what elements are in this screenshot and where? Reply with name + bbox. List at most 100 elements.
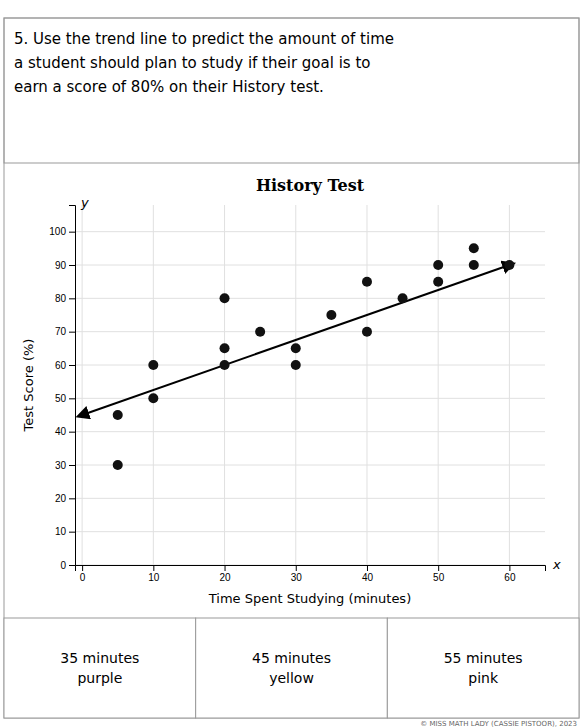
y-axis: 0 10 20 30 40 50 60 70 80 90 100 <box>49 206 75 571</box>
grid-line <box>224 205 225 565</box>
y-tick: 50 <box>55 393 75 404</box>
tick-label: 40 <box>362 572 374 583</box>
grid-line <box>295 205 296 565</box>
grid-line <box>82 205 83 565</box>
y-tick: 40 <box>55 426 75 437</box>
x-tick: 60 <box>504 565 516 583</box>
card <box>4 18 579 718</box>
tick-label: 10 <box>148 572 160 583</box>
x-axis-title: Time Spent Studying (minutes) <box>208 591 411 606</box>
x-tick: 10 <box>148 565 160 583</box>
point <box>504 260 514 270</box>
answer-box <box>196 618 388 718</box>
question-box <box>4 18 579 163</box>
tick-label: 30 <box>55 460 67 471</box>
point <box>362 277 372 287</box>
tick-mark <box>509 565 510 571</box>
tick-label: 10 <box>55 526 67 537</box>
tick-mark <box>69 465 75 466</box>
grid-line <box>75 231 545 232</box>
y-tick: 90 <box>55 260 75 271</box>
answer-option: 45 minutesyellow <box>252 650 331 686</box>
grid-line <box>153 205 154 565</box>
tick-label: 80 <box>55 293 67 304</box>
tick-label: 60 <box>55 360 67 371</box>
point <box>433 277 443 287</box>
tick-mark <box>69 265 75 266</box>
grid-line <box>366 205 367 565</box>
point <box>148 360 158 370</box>
answer-box <box>387 618 579 718</box>
point <box>220 343 230 353</box>
grid-line <box>75 298 545 299</box>
plot-area <box>82 243 514 470</box>
y-axis-title: Test Score (%) <box>21 339 36 433</box>
point <box>255 327 265 337</box>
title: History Test <box>256 176 365 195</box>
y-tick: 80 <box>55 293 75 304</box>
annotation: y <box>80 195 89 210</box>
tick-mark <box>69 365 75 366</box>
tick-mark <box>69 432 75 433</box>
point <box>113 460 123 470</box>
x-tick: 50 <box>433 565 445 583</box>
question: 5. Use the trend line to predict the amo… <box>14 30 394 96</box>
tick-label: 70 <box>55 326 67 337</box>
tick-mark <box>69 232 75 233</box>
tick-label: 100 <box>49 226 66 237</box>
tick-mark <box>69 498 75 499</box>
y-tick: 20 <box>55 493 75 504</box>
y-tick: 30 <box>55 460 75 471</box>
answer-option: 35 minutespurple <box>60 650 139 686</box>
copyright: © MISS MATH LADY (CASSIE PISTOOR), 2023 <box>420 720 577 728</box>
grid-line <box>509 205 510 565</box>
tick-label: 0 <box>60 560 66 571</box>
tick-label: 90 <box>55 260 67 271</box>
tick-label: 60 <box>504 572 516 583</box>
point <box>220 360 230 370</box>
tick-mark <box>296 565 297 571</box>
x-tick: 20 <box>219 565 231 583</box>
tick-mark <box>153 565 154 571</box>
tick-label: 0 <box>80 572 86 583</box>
tick-mark <box>367 565 368 571</box>
tick-mark <box>69 532 75 533</box>
grid-line <box>75 531 545 532</box>
grid-line <box>75 331 545 332</box>
point <box>291 343 301 353</box>
y-tick: 70 <box>55 326 75 337</box>
tick-mark <box>438 565 439 571</box>
grid-line <box>75 465 545 466</box>
y-tick: 10 <box>55 526 75 537</box>
tick-label: 30 <box>291 572 303 583</box>
tick-label: 20 <box>219 572 231 583</box>
point <box>469 260 479 270</box>
y-tick: 60 <box>55 360 75 371</box>
tick-mark <box>82 565 83 571</box>
point <box>291 360 301 370</box>
point <box>398 293 408 303</box>
point <box>469 243 479 253</box>
tick-mark <box>69 565 75 566</box>
y-tick: 0 <box>60 560 75 571</box>
chart-page: 5. Use the trend line to predict the amo… <box>0 0 583 728</box>
grid-line <box>75 365 545 366</box>
point <box>148 393 158 403</box>
point <box>326 310 336 320</box>
tick-mark <box>69 298 75 299</box>
tick-mark <box>69 398 75 399</box>
x-tick: 30 <box>291 565 303 583</box>
axis-line <box>69 206 76 566</box>
point <box>362 327 372 337</box>
x-tick: 40 <box>362 565 374 583</box>
x-axis: 0 10 20 30 40 50 60 <box>76 565 546 583</box>
tick-mark <box>69 332 75 333</box>
answer-option: 55 minutespink <box>444 650 523 686</box>
trend-line <box>82 265 509 415</box>
y-tick: 100 <box>49 226 75 237</box>
grid-line <box>438 205 439 565</box>
grid <box>75 205 545 565</box>
tick-label: 20 <box>55 493 67 504</box>
tick-label: 50 <box>55 393 67 404</box>
grid-line <box>75 498 545 499</box>
